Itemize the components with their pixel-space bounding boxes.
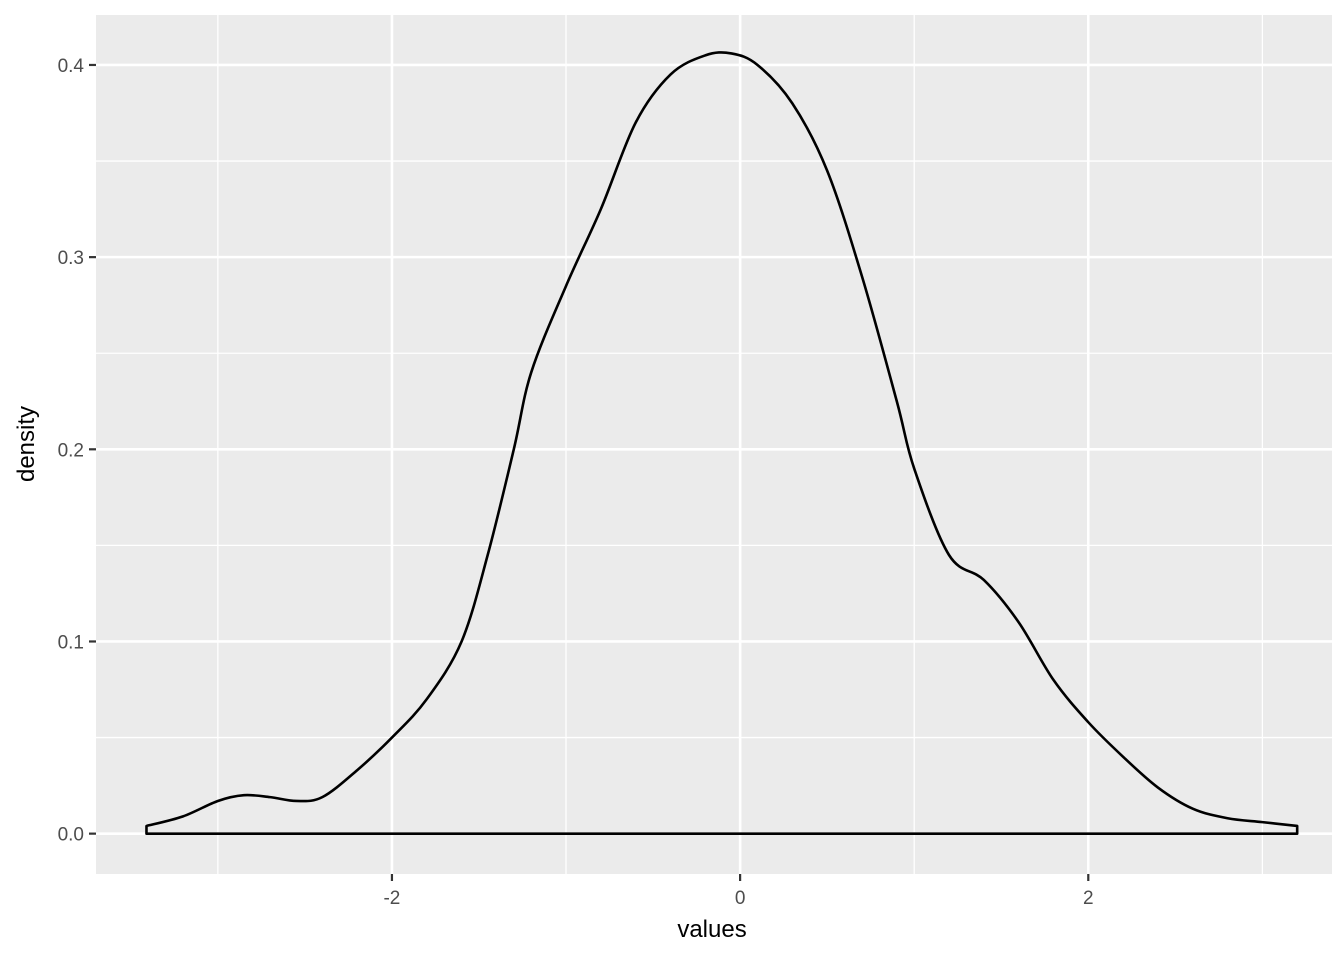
y-tick-label: 0.2 <box>58 440 84 461</box>
y-tick-label: 0.3 <box>58 248 84 269</box>
y-tick-label: 0.4 <box>58 56 85 77</box>
x-tick-label: 2 <box>1083 888 1094 909</box>
y-tick-label: 0.1 <box>58 632 84 653</box>
axis-ticks <box>89 63 1090 881</box>
plot-panel <box>96 15 1332 874</box>
y-tick-label: 0.0 <box>58 825 84 846</box>
axis-tick-labels: -2 0 2 0.0 0.1 0.2 0.3 0.4 <box>58 56 1094 909</box>
x-tick-label: 0 <box>735 888 746 909</box>
x-tick-label: -2 <box>383 888 400 909</box>
x-axis-title: values <box>677 916 746 943</box>
density-curve <box>145 51 1299 835</box>
y-axis-title: density <box>13 406 40 482</box>
